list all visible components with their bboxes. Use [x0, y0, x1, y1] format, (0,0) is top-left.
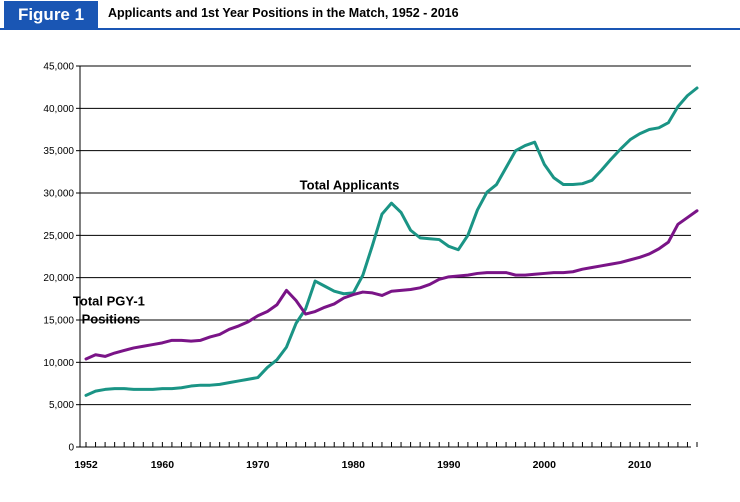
x-tick-label: 1970 — [246, 459, 270, 471]
x-tick-label: 2000 — [533, 459, 557, 471]
y-axis-tick-labels: 0 5,000 10,000 15,000 20,000 25,000 30,000 35,0… — [43, 62, 74, 454]
y-tick-label: 25,000 — [43, 231, 74, 242]
y-tick-label: 5,000 — [49, 400, 74, 411]
title-rule — [0, 28, 740, 30]
series-line-total-applicants — [84, 86, 699, 397]
series-lines — [84, 86, 699, 397]
x-tick-label: 1952 — [74, 459, 98, 471]
figure-title: Applicants and 1st Year Positions in the… — [108, 6, 459, 20]
y-tick-label: 30,000 — [43, 189, 74, 200]
y-tick-label: 20,000 — [43, 273, 74, 284]
series-line-total-pgy1-positions — [84, 209, 699, 361]
x-tick-label: 1960 — [151, 459, 175, 471]
y-tick-label: 35,000 — [43, 146, 74, 157]
gridlines — [80, 65, 691, 406]
y-tick-label: 15,000 — [43, 316, 74, 327]
x-tick-label: 1980 — [342, 459, 366, 471]
x-tick-label: 1990 — [437, 459, 461, 471]
y-tick-label: 10,000 — [43, 358, 74, 369]
y-tick-label: 45,000 — [43, 62, 74, 73]
x-axis-tick-labels: 1952 1960 1970 1980 1990 2000 2010 — [74, 459, 651, 471]
y-tick-label: 0 — [68, 443, 74, 454]
y-tick-label: 40,000 — [43, 104, 74, 115]
x-tick-label: 2010 — [628, 459, 652, 471]
x-axis-ticks — [85, 442, 698, 447]
series-label-total-pgy1-positions: Total PGY-1 Positions — [73, 294, 145, 327]
series-label-total-applicants: Total Applicants — [300, 178, 400, 193]
figure-label: Figure 1 — [4, 1, 98, 28]
